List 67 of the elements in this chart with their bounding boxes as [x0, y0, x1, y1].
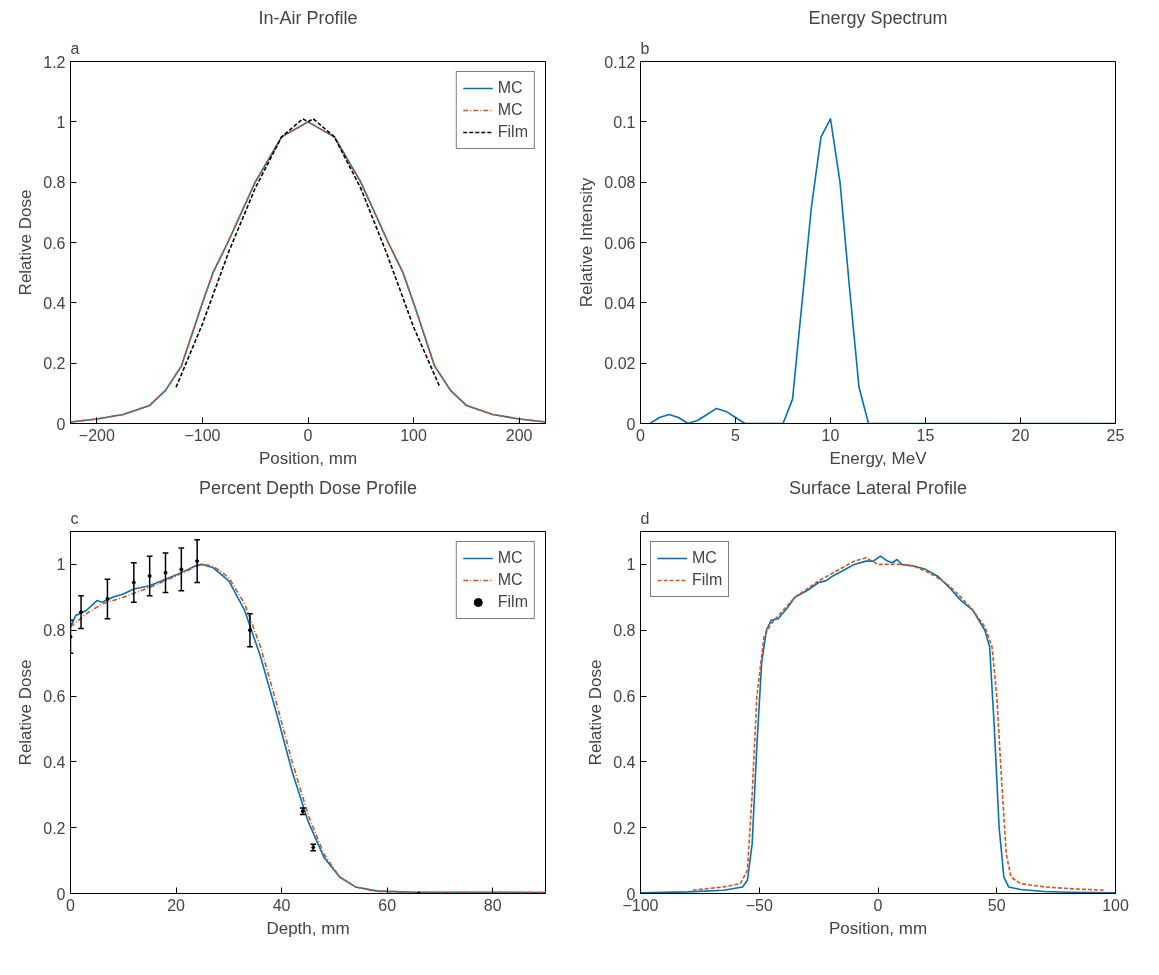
x-tick-label: 0 — [303, 426, 313, 444]
x-tick-label: 60 — [378, 896, 397, 914]
x-tick-label: 40 — [272, 896, 291, 914]
x-tick-label: 20 — [1011, 426, 1030, 444]
y-tick-label: 0.8 — [613, 622, 636, 640]
y-tick-label: 0.1 — [613, 113, 636, 131]
legend-label: MC — [692, 549, 717, 567]
chart-title: Percent Depth Dose Profile — [198, 477, 418, 498]
x-tick-label: 100 — [1102, 896, 1129, 914]
x-tick-label: 0 — [873, 896, 883, 914]
y-tick-label: 0.2 — [613, 819, 636, 837]
y-axis-title: Relative Dose — [16, 189, 36, 296]
x-tick-label: 5 — [731, 426, 741, 444]
y-tick-label: 0.6 — [43, 234, 66, 252]
chart-title: Energy Spectrum — [808, 7, 948, 28]
y-axis-title: Relative Dose — [16, 659, 36, 766]
y-tick-label: 0 — [56, 885, 66, 903]
legend-label: MC — [497, 101, 523, 119]
text: d — [640, 509, 650, 527]
x-tick-label: 50 — [987, 896, 1006, 914]
x-tick-label: 15 — [916, 426, 935, 444]
y-tick-label: 0.8 — [43, 622, 66, 640]
x-tick-label: −200 — [78, 426, 116, 444]
y-tick-label: 0.12 — [604, 53, 636, 71]
legend-label: Film — [497, 123, 528, 141]
text: c — [70, 509, 79, 527]
text: b — [640, 39, 650, 57]
y-axis-title: Relative Dose — [586, 659, 606, 766]
x-axis-title: Position, mm — [828, 918, 928, 938]
y-tick-label: 1 — [626, 556, 636, 574]
y-tick-label: 0.04 — [604, 294, 636, 312]
y-tick-label: 0 — [56, 415, 66, 433]
legend-label: MC — [497, 549, 523, 567]
legend-label: Film — [497, 593, 528, 611]
x-tick-label: 100 — [400, 426, 427, 444]
text: a — [70, 39, 80, 57]
y-tick-label: 0.4 — [43, 753, 66, 771]
x-tick-label: −50 — [745, 896, 773, 914]
legend-label: MC — [497, 571, 523, 589]
y-tick-label: 1.2 — [43, 53, 66, 71]
x-tick-label: 10 — [821, 426, 840, 444]
legend-label: MC — [497, 79, 523, 97]
y-tick-label: 0.08 — [604, 174, 636, 192]
chart-title: In-Air Profile — [258, 7, 358, 28]
legend-label: Film — [692, 571, 723, 589]
y-tick-label: 0.06 — [604, 234, 636, 252]
y-tick-label: 0.6 — [43, 688, 66, 706]
x-tick-label: 20 — [167, 896, 186, 914]
x-tick-label: 80 — [483, 896, 502, 914]
y-tick-label: 0.2 — [43, 819, 66, 837]
y-tick-label: 1 — [56, 556, 66, 574]
y-tick-label: 0.8 — [43, 174, 66, 192]
x-tick-label: 25 — [1106, 426, 1125, 444]
x-axis-title: Position, mm — [258, 448, 358, 468]
x-axis-title: Depth, mm — [266, 918, 350, 938]
y-tick-label: 1 — [56, 113, 66, 131]
y-tick-label: 0.4 — [613, 753, 636, 771]
chart-title: Surface Lateral Profile — [788, 477, 968, 498]
y-tick-label: 0.2 — [43, 355, 66, 373]
x-tick-label: 200 — [505, 426, 533, 444]
y-tick-label: 0 — [626, 415, 636, 433]
x-axis-title: Energy, MeV — [829, 448, 928, 468]
x-tick-label: −100 — [184, 426, 221, 444]
y-axis-title: Relative Intensity — [577, 177, 597, 308]
y-tick-label: 0.6 — [613, 688, 636, 706]
y-tick-label: 0.4 — [43, 294, 66, 312]
y-tick-label: 0.02 — [604, 355, 636, 373]
